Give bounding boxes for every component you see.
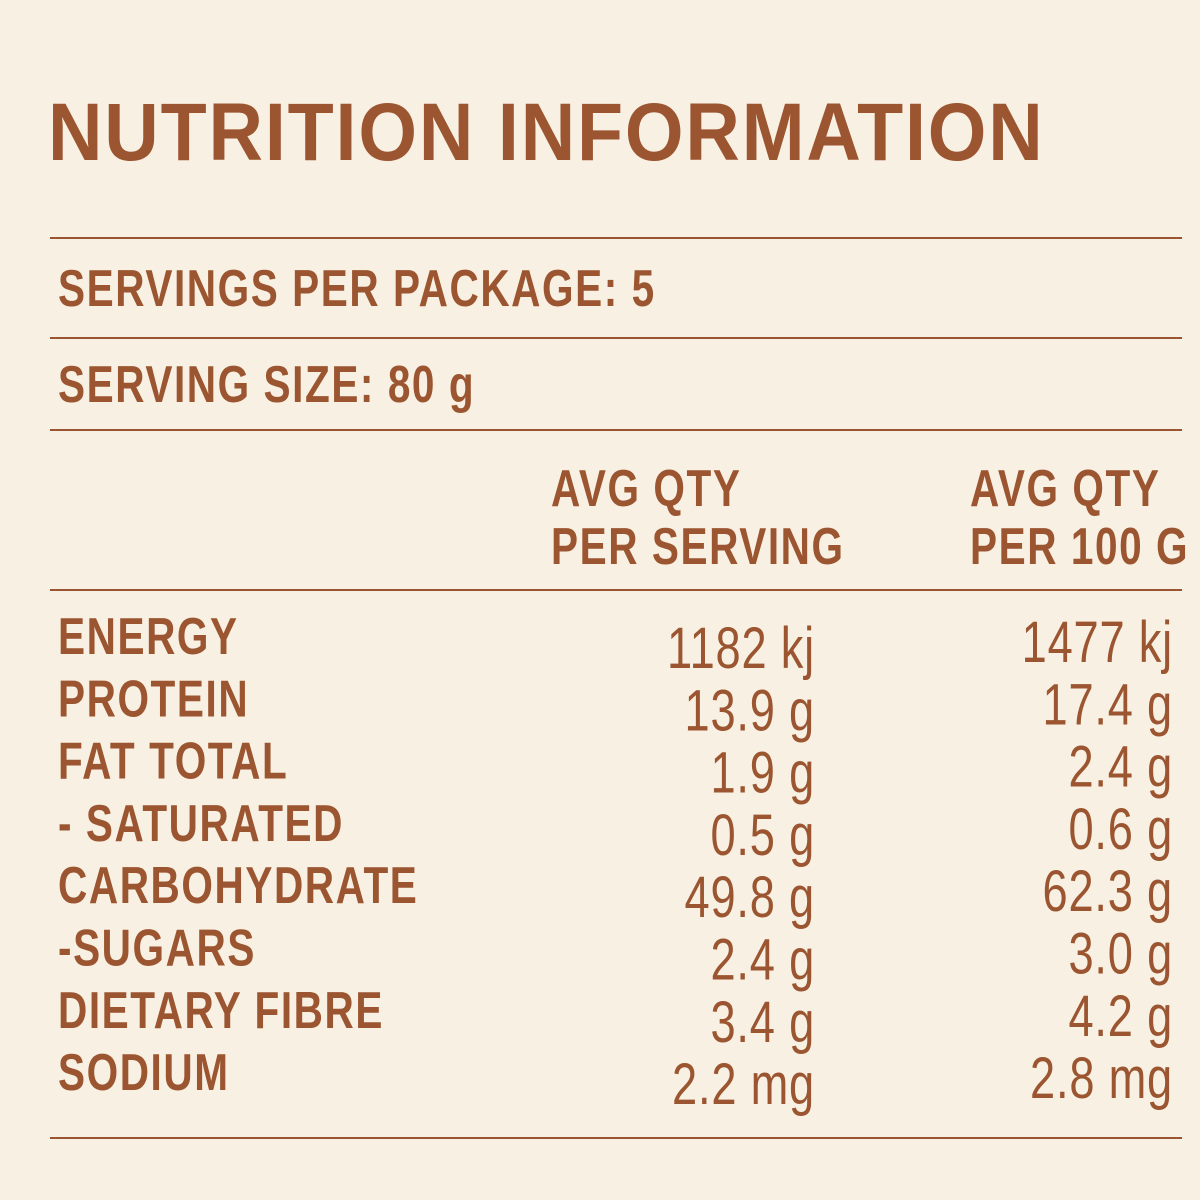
per-100g-value: 3.0 g bbox=[1069, 922, 1173, 987]
per-100g-value: 2.8 mg bbox=[1030, 1047, 1173, 1112]
per-100g-value: 62.3 g bbox=[1043, 860, 1173, 925]
per-100g-value: 0.6 g bbox=[1069, 798, 1173, 863]
nutrient-label: - SATURATED bbox=[58, 794, 344, 852]
per-100g-value: 4.2 g bbox=[1069, 985, 1173, 1050]
per-serving-value: 13.9 g bbox=[685, 679, 815, 744]
per-serving-value: 49.8 g bbox=[685, 866, 815, 931]
nutrient-rows: ENERGY 1182 kj 1477 kj PROTEIN 13.9 g 17.4 g F… bbox=[58, 607, 1173, 1118]
nutrient-label: SODIUM bbox=[58, 1043, 230, 1101]
nutrient-label: CARBOHYDRATE bbox=[58, 856, 418, 914]
nutrient-label: -SUGARS bbox=[58, 919, 256, 977]
nutrient-label: PROTEIN bbox=[58, 669, 249, 727]
per-serving-value: 2.4 g bbox=[711, 928, 815, 993]
per-100g-value: 1477 kj bbox=[1022, 611, 1173, 676]
column-header: PER 100 G bbox=[970, 517, 1189, 575]
column-header: AVG QTY bbox=[970, 459, 1160, 517]
column-header: AVG QTY bbox=[551, 459, 741, 517]
column-header: PER SERVING bbox=[551, 517, 845, 575]
per-serving-value: 3.4 g bbox=[711, 991, 815, 1056]
per-serving-value: 2.2 mg bbox=[672, 1053, 815, 1118]
nutrient-label: DIETARY FIBRE bbox=[58, 981, 384, 1039]
per-serving-value: 1.9 g bbox=[711, 741, 815, 806]
per-serving-value: 1182 kj bbox=[667, 617, 815, 682]
nutrient-label: ENERGY bbox=[58, 607, 239, 665]
title: NUTRITION INFORMATION bbox=[48, 86, 1045, 178]
nutrient-label: FAT TOTAL bbox=[58, 732, 288, 790]
serving-size: SERVING SIZE: 80 g bbox=[58, 355, 475, 413]
servings-per-package: SERVINGS PER PACKAGE: 5 bbox=[58, 259, 656, 317]
per-serving-value: 0.5 g bbox=[711, 804, 815, 869]
per-100g-value: 17.4 g bbox=[1043, 673, 1173, 738]
per-100g-value: 2.4 g bbox=[1069, 735, 1173, 800]
